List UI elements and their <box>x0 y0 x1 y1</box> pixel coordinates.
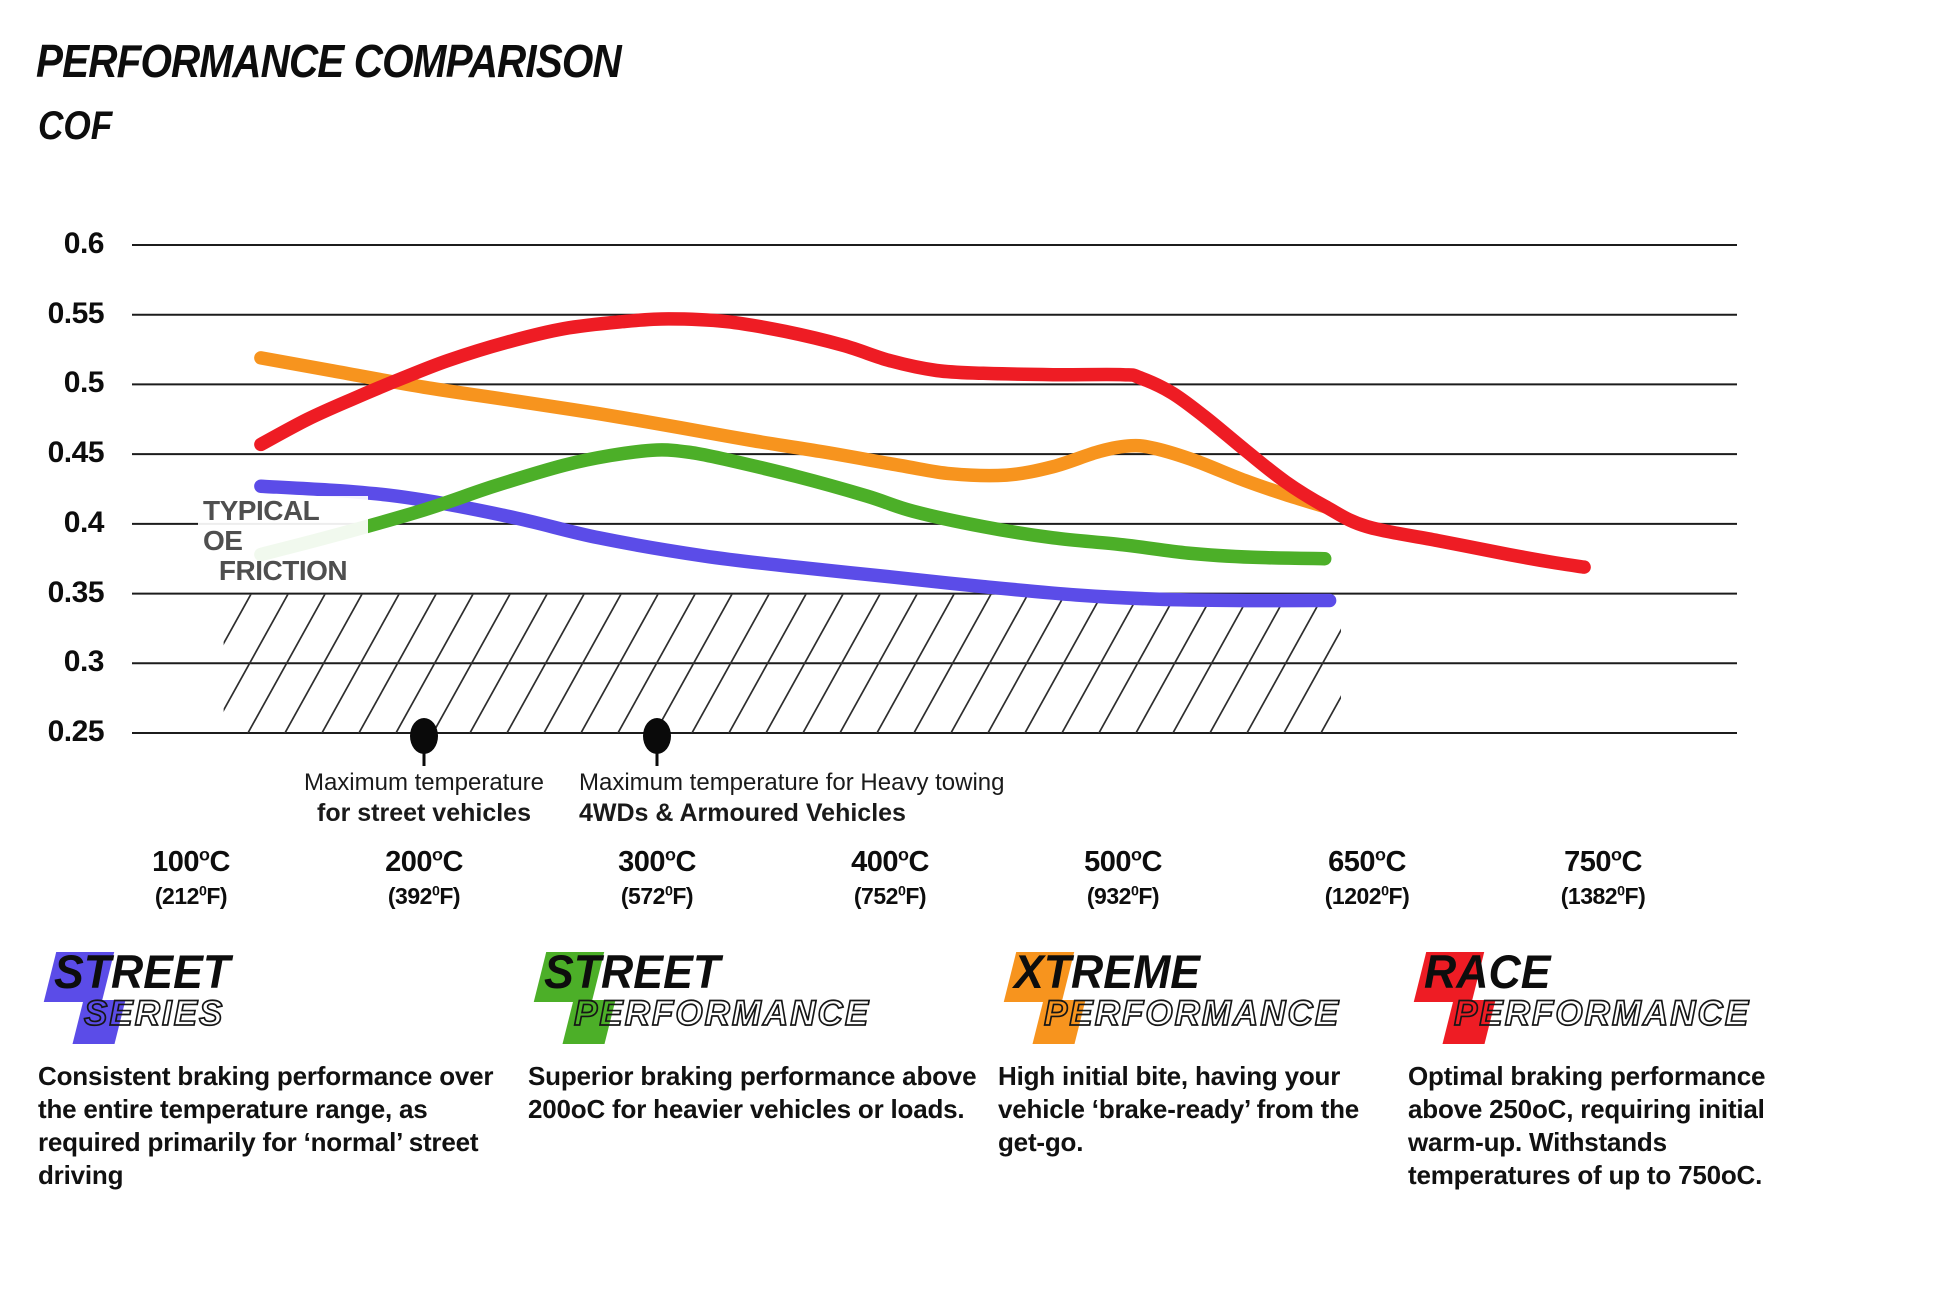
series-street-performance <box>254 443 1332 566</box>
celsius-label: 400oC <box>851 844 929 878</box>
logo-word1: RACE <box>1424 945 1551 998</box>
fahrenheit-label: (5720F) <box>620 883 694 909</box>
x-tick-label: 650oC (12020F) <box>1277 845 1457 913</box>
legend-description: High initial bite, having your vehicle ‘… <box>998 1061 1360 1157</box>
oe-label-line2: FRICTION <box>213 556 353 586</box>
fahrenheit-label: (13820F) <box>1560 883 1646 909</box>
y-tick-label: 0.6 <box>63 227 105 260</box>
legend-item-race-performance: RACE PERFORMANCE Optimal braking performan… <box>1408 945 1798 1192</box>
y-axis-title: COF <box>38 104 113 148</box>
legend-description: Consistent braking performance over the … <box>38 1061 494 1190</box>
legend-description: Superior braking performance above 200oC… <box>528 1061 977 1124</box>
celsius-label: 100oC <box>152 844 230 878</box>
logo-word2: PERFORMANCE <box>1453 993 1751 1034</box>
series-race-performance <box>254 312 1591 574</box>
celsius-label: 200oC <box>385 844 463 878</box>
brand-logo: XTREME PERFORMANCE <box>998 945 1368 1046</box>
y-tick-label: 0.4 <box>63 505 105 539</box>
max-temperature-annotation: Maximum temperature for street vehicles <box>239 768 609 828</box>
legend-description: Optimal braking performance above 250oC,… <box>1408 1061 1766 1190</box>
page-title: PERFORMANCE COMPARISON <box>36 35 622 87</box>
max-temperature-marker <box>410 718 438 766</box>
annotation-line2: 4WDs & Armoured Vehicles <box>579 799 906 827</box>
fahrenheit-label: (3920F) <box>387 883 461 909</box>
fahrenheit-label: (2120F) <box>154 883 228 909</box>
oe-label-line1: TYPICAL OE <box>198 496 368 556</box>
fahrenheit-label: (12020F) <box>1324 883 1410 909</box>
x-tick-label: 200oC (3920F) <box>334 845 514 913</box>
x-tick-label: 100oC (2120F) <box>101 845 281 913</box>
celsius-label: 300oC <box>618 844 696 878</box>
series-street-series <box>254 479 1337 608</box>
annotation-line2: for street vehicles <box>317 799 531 827</box>
max-temperature-annotation: Maximum temperature for Heavy towing 4WDs… <box>579 768 1039 828</box>
annotation-line1: Maximum temperature for Heavy towing <box>579 769 1005 796</box>
annotation-line1: Maximum temperature <box>303 769 545 796</box>
series-xtreme-performance <box>254 351 1334 514</box>
typical-oe-friction-zone <box>223 594 1341 733</box>
x-tick-label: 500oC (9320F) <box>1033 845 1213 913</box>
brand-logo: RACE PERFORMANCE <box>1408 945 1798 1046</box>
typical-oe-friction-label: TYPICAL OE FRICTION <box>198 496 368 586</box>
brand-logo: STREET SERIES <box>38 945 508 1046</box>
logo-word2: SERIES <box>83 993 225 1034</box>
x-tick-label: 750oC (13820F) <box>1513 845 1693 913</box>
x-tick-label: 400oC (7520F) <box>800 845 980 913</box>
legend-item-street-series: STREET SERIES Consistent braking performan… <box>38 945 508 1192</box>
brand-logo: STREET PERFORMANCE <box>528 945 978 1046</box>
y-tick-label: 0.55 <box>47 296 105 330</box>
y-tick-label: 0.3 <box>63 645 105 679</box>
legend-item-xtreme-performance: XTREME PERFORMANCE High initial bite, havi… <box>998 945 1368 1159</box>
y-tick-label: 0.45 <box>47 436 105 470</box>
logo-word2: PERFORMANCE <box>573 993 871 1034</box>
legend-item-street-performance: STREET PERFORMANCE Superior braking perfor… <box>528 945 978 1126</box>
y-tick-label: 0.5 <box>63 366 105 400</box>
logo-word1: XTREME <box>1014 945 1201 998</box>
logo-word2: PERFORMANCE <box>1043 993 1341 1034</box>
y-tick-label: 0.25 <box>47 715 105 748</box>
max-temperature-marker <box>643 718 671 766</box>
x-tick-label: 300oC (5720F) <box>567 845 747 913</box>
celsius-label: 750oC <box>1564 844 1642 878</box>
celsius-label: 500oC <box>1084 844 1162 878</box>
logo-word1: STREET <box>544 945 721 998</box>
fahrenheit-label: (9320F) <box>1086 883 1160 909</box>
y-tick-label: 0.35 <box>47 575 105 609</box>
celsius-label: 650oC <box>1328 844 1406 878</box>
logo-word1: STREET <box>54 945 231 998</box>
fahrenheit-label: (7520F) <box>853 883 927 909</box>
